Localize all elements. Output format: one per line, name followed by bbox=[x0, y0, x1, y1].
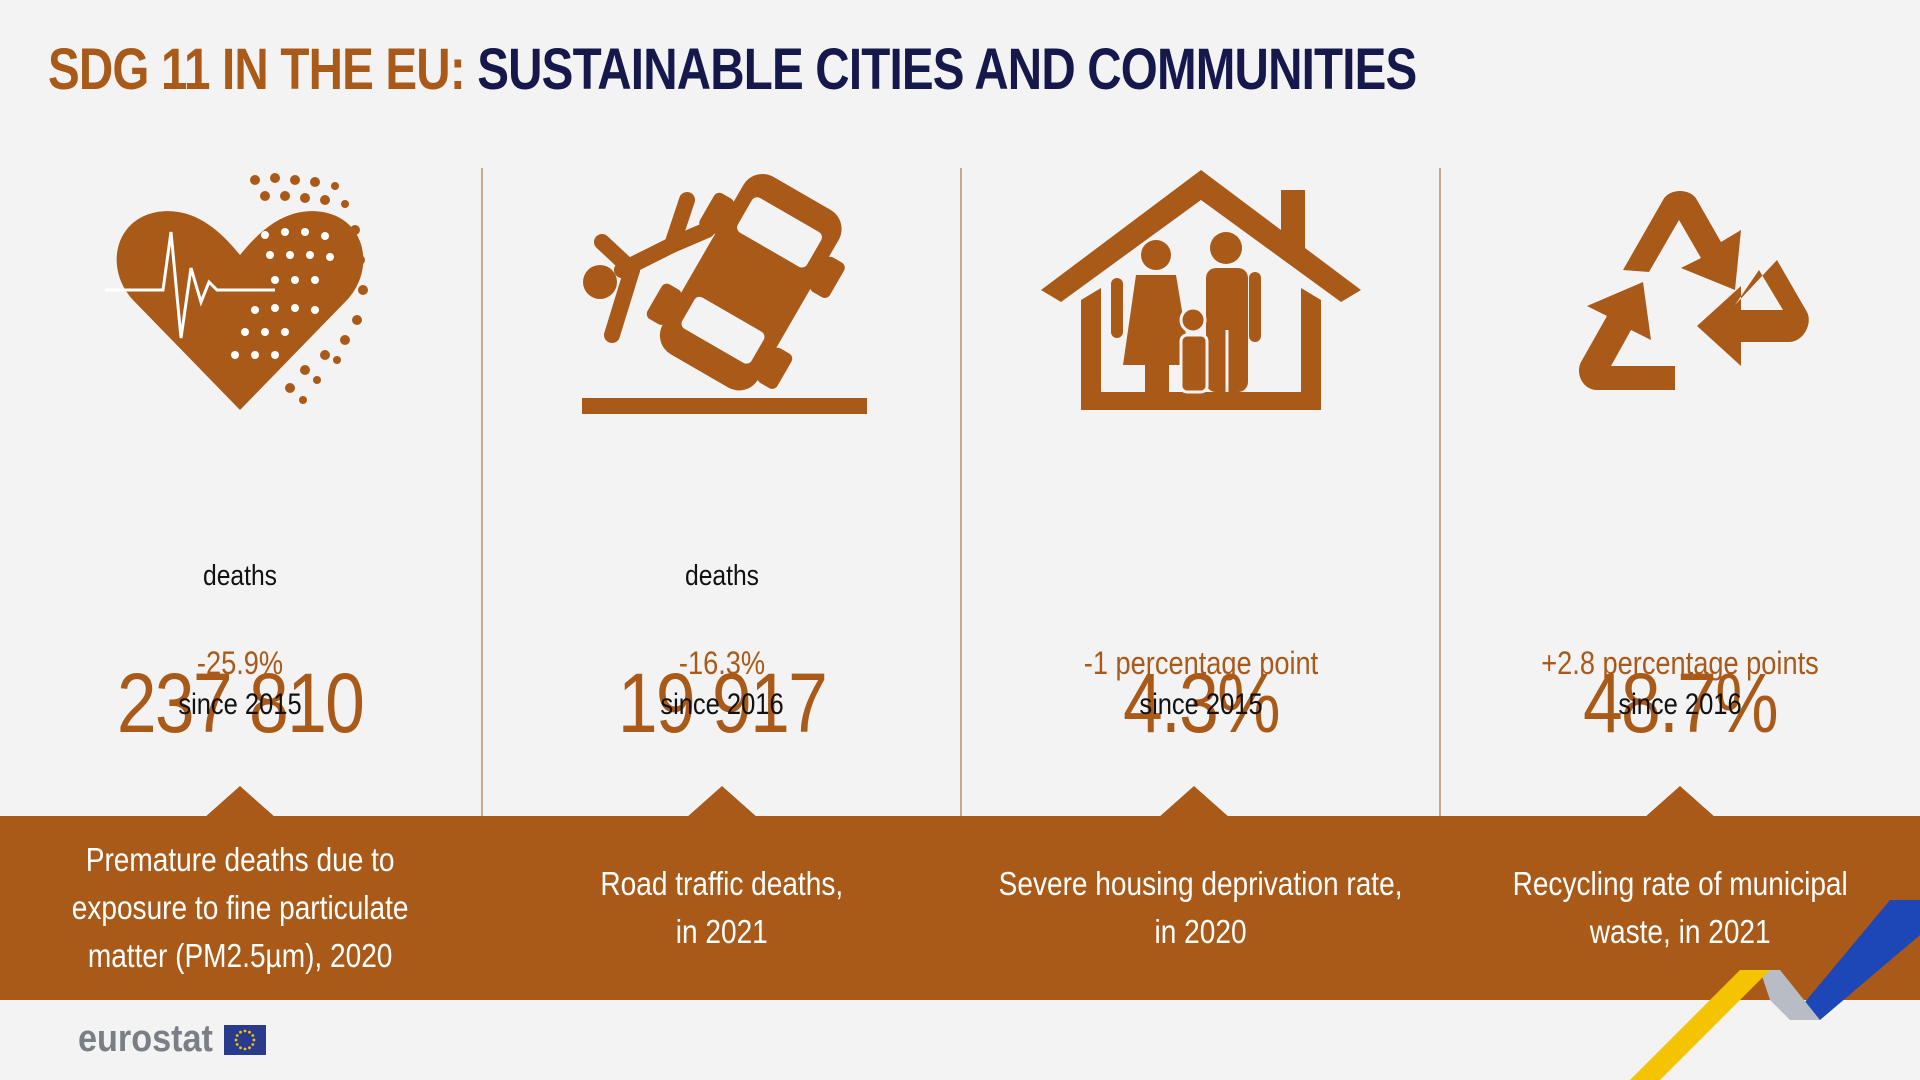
indicator-pm25: 237 810 deaths -25.9% since 2015 bbox=[0, 160, 480, 750]
band-pointer bbox=[1158, 786, 1230, 818]
indicator-since: since 2016 bbox=[1618, 688, 1742, 721]
decorative-stripes bbox=[1630, 900, 1920, 1080]
indicator-value: 4.3% bbox=[1123, 656, 1281, 750]
indicator-since: since 2015 bbox=[178, 688, 302, 721]
indicator-value: 48.7% bbox=[1583, 656, 1779, 750]
indicator-change: +2.8 percentage points bbox=[1541, 645, 1819, 681]
description-text: Severe housing deprivation rate, in 2020 bbox=[999, 865, 1403, 950]
description-text: Premature deaths due to exposure to fine… bbox=[71, 841, 409, 974]
indicator-description: Road traffic deaths, in 2021 bbox=[482, 816, 962, 1000]
indicator-description: Premature deaths due to exposure to fine… bbox=[0, 816, 480, 1000]
description-band bbox=[0, 816, 1920, 1000]
heart-pulse-particles-icon bbox=[0, 160, 480, 430]
eurostat-logo: eurostat bbox=[78, 1018, 266, 1061]
indicator-value: 237 810 bbox=[116, 656, 365, 750]
title-main: SUSTAINABLE CITIES AND COMMUNITIES bbox=[477, 37, 1417, 102]
indicator-since: since 2016 bbox=[660, 688, 784, 721]
indicator-housing: 4.3% -1 percentage point since 2015 bbox=[961, 160, 1441, 750]
car-accident-icon bbox=[482, 160, 962, 430]
recycling-icon bbox=[1440, 160, 1920, 430]
description-text: Recycling rate of municipal waste, in 20… bbox=[1512, 865, 1848, 950]
indicator-change: -25.9% bbox=[196, 645, 284, 681]
band-pointer bbox=[204, 786, 276, 818]
house-family-icon bbox=[961, 160, 1441, 430]
indicator-since: since 2015 bbox=[1139, 688, 1263, 721]
column-divider bbox=[960, 168, 962, 816]
indicator-value: 19 917 bbox=[617, 656, 828, 750]
band-pointer bbox=[1644, 786, 1716, 818]
description-text: Road traffic deaths, in 2021 bbox=[600, 865, 844, 950]
band-pointer bbox=[686, 786, 758, 818]
logo-text: eurostat bbox=[78, 1018, 213, 1060]
column-divider bbox=[481, 168, 483, 816]
eu-flag-icon bbox=[223, 1024, 266, 1055]
indicator-description: Severe housing deprivation rate, in 2020 bbox=[961, 816, 1441, 1000]
indicator-road-deaths: 19 917 deaths -16.3% since 2016 bbox=[482, 160, 962, 750]
indicator-change: -1 percentage point bbox=[1083, 645, 1319, 681]
indicator-recycling: 48.7% +2.8 percentage points since 2016 bbox=[1440, 160, 1920, 750]
indicator-change: -16.3% bbox=[678, 645, 766, 681]
indicator-unit: deaths bbox=[202, 560, 278, 592]
column-divider bbox=[1439, 168, 1441, 816]
page-title: SDG 11 IN THE EU: SUSTAINABLE CITIES AND… bbox=[48, 36, 1417, 103]
indicator-description: Recycling rate of municipal waste, in 20… bbox=[1440, 816, 1920, 1000]
indicator-unit: deaths bbox=[684, 560, 760, 592]
title-prefix: SDG 11 IN THE EU: bbox=[48, 37, 466, 102]
